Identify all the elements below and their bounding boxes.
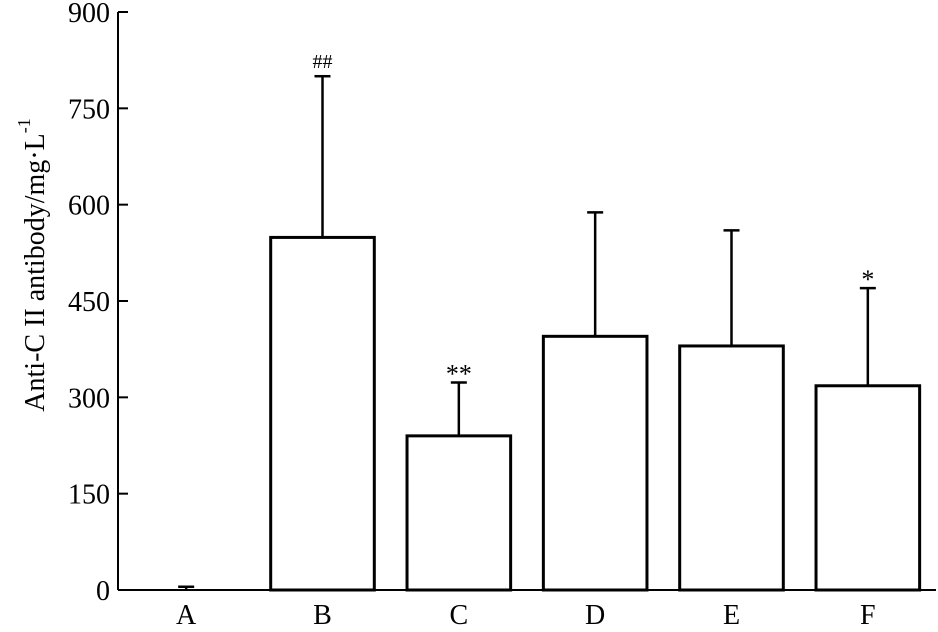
y-tick-label: 750 [68, 94, 110, 125]
bar-D [541, 334, 649, 592]
x-tick-label-C: C [449, 600, 468, 627]
y-axis-label: Anti-C II antibody/mg·L-1 [14, 118, 51, 411]
y-tick-label: 150 [68, 480, 110, 511]
y-tick-label: 900 [68, 0, 110, 29]
axes [117, 11, 936, 591]
y-axis-label-text: Anti-C II antibody/mg·L [20, 133, 51, 411]
x-tick-label-B: B [313, 600, 332, 627]
x-tick-label-D: D [585, 600, 605, 627]
x-tick-label-E: E [723, 600, 740, 627]
y-tick-label: 0 [96, 576, 110, 607]
significance-label-B: ## [313, 51, 333, 73]
x-tick-label-F: F [860, 600, 876, 627]
bar-B [269, 235, 376, 592]
significance-label-F: * [861, 265, 874, 294]
labels: 0 150 300 450 600 750 900 A ## B ** C D E * F [68, 0, 876, 631]
significance-label-C: ** [446, 360, 472, 389]
bars [178, 74, 922, 592]
bar-C [405, 434, 513, 592]
bar-F [814, 384, 922, 592]
y-tick-label: 600 [68, 191, 110, 222]
x-tick-label-A: A [176, 600, 197, 627]
y-axis-label-superscript: -1 [14, 118, 34, 133]
y-tick-label: 450 [68, 287, 110, 318]
y-tick-label: 300 [68, 383, 110, 414]
bar-E [678, 344, 785, 592]
